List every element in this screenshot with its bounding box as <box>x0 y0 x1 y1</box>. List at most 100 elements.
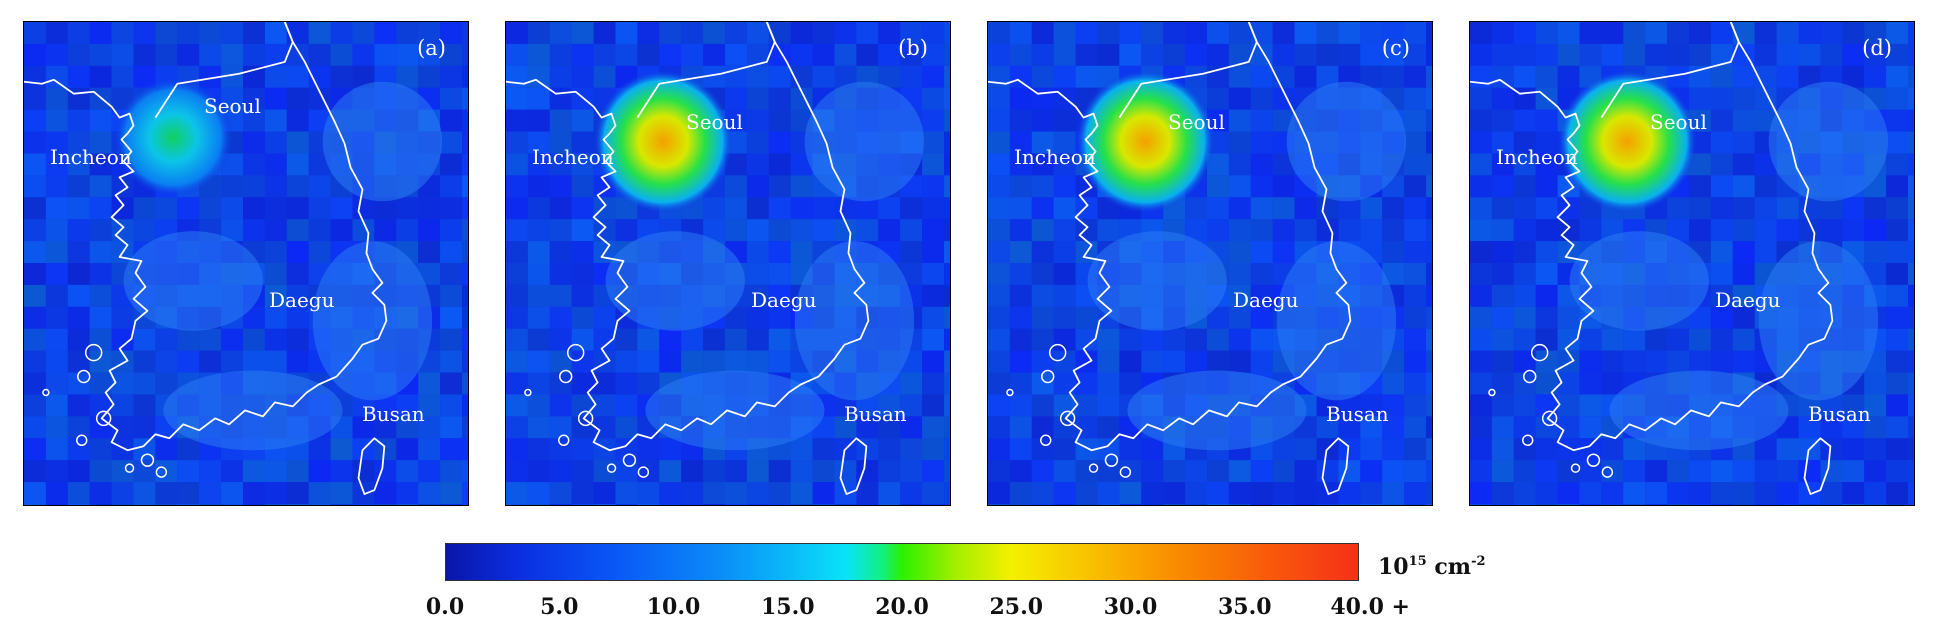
border-line <box>1600 22 1740 119</box>
map-cell <box>1382 263 1405 285</box>
map-cell <box>1535 241 1558 264</box>
map-cell <box>1732 153 1755 176</box>
map-cell <box>177 350 200 373</box>
map-cell <box>878 416 901 439</box>
map-cell <box>1141 504 1164 505</box>
map-cell <box>1491 65 1514 88</box>
map-cell <box>637 22 660 44</box>
map-cell <box>527 153 550 176</box>
map-cell <box>221 22 244 44</box>
map-cell <box>1732 175 1755 198</box>
map-cell <box>900 438 923 461</box>
map-cell <box>527 131 550 154</box>
map-cell <box>1886 65 1909 88</box>
unit-base: 10 <box>1378 554 1409 580</box>
concentration-area <box>163 370 343 451</box>
city-label-incheon: Incheon <box>532 145 614 169</box>
map-cell <box>1579 482 1602 505</box>
map-cell <box>527 197 550 220</box>
map-cell <box>571 197 594 220</box>
map-cell <box>1908 263 1914 285</box>
map-cell <box>396 65 419 88</box>
map-cell <box>1470 197 1492 220</box>
map-cell <box>681 460 704 483</box>
map-cell <box>922 175 945 198</box>
island-outline <box>622 453 637 467</box>
map-cell <box>1360 438 1383 461</box>
border-line <box>636 22 776 119</box>
map-cell <box>1426 109 1432 132</box>
map-cell <box>1689 175 1711 198</box>
map-cell <box>286 328 309 351</box>
map-cell <box>199 504 222 505</box>
map-cell <box>1404 438 1427 461</box>
map-cell <box>681 350 704 373</box>
map-cell <box>67 241 90 264</box>
map-cell <box>24 197 46 220</box>
unit-exponent: 15 <box>1408 554 1427 569</box>
map-cell <box>1119 482 1142 505</box>
map-cell <box>462 328 468 351</box>
map-cell <box>506 131 528 154</box>
map-cell <box>790 22 813 44</box>
map-cell <box>746 263 769 285</box>
map-cell <box>527 43 550 66</box>
map-cell <box>243 482 265 505</box>
map-cell <box>703 504 726 505</box>
map-cell <box>1667 22 1690 44</box>
map-cell <box>856 197 879 220</box>
map-cell <box>1294 22 1317 44</box>
coastline <box>988 22 1352 452</box>
map-cell <box>615 394 638 417</box>
map-cell <box>1601 504 1624 505</box>
map-cell <box>1228 65 1251 88</box>
map-cell <box>1623 22 1646 44</box>
map-cell <box>440 328 463 351</box>
map-cell <box>1470 175 1492 198</box>
map-cell <box>1141 328 1164 351</box>
map-cell <box>593 372 616 395</box>
map-cell <box>900 219 923 242</box>
map-cell <box>308 504 331 505</box>
map-cell <box>812 43 835 66</box>
map-cell <box>352 43 375 66</box>
map-cell <box>89 482 112 505</box>
map-cell <box>1470 284 1492 307</box>
island-outline <box>1088 463 1099 473</box>
map-cell <box>1075 372 1098 395</box>
map-cell <box>1250 460 1273 483</box>
map-cell <box>637 328 660 351</box>
map-cell <box>1491 416 1514 439</box>
map-cell <box>1250 153 1273 176</box>
map-cell <box>812 438 835 461</box>
map-cell <box>1250 504 1273 505</box>
unit-exponent-2: -2 <box>1471 554 1486 569</box>
map-cell <box>988 438 1010 461</box>
map-cell <box>1754 438 1777 461</box>
map-cell <box>527 241 550 264</box>
map-cell <box>1798 65 1821 88</box>
island-outline <box>1119 466 1132 478</box>
map-cell <box>1886 219 1909 242</box>
map-cell <box>637 438 660 461</box>
map-cell <box>768 350 791 373</box>
map-cell <box>1316 416 1339 439</box>
map-cell <box>24 284 46 307</box>
map-cell <box>45 65 68 88</box>
map-cell <box>571 460 594 483</box>
island-outline <box>1523 369 1537 384</box>
map-cell <box>1710 219 1733 242</box>
map-cell <box>506 153 528 176</box>
map-cell <box>1754 197 1777 220</box>
map-cell <box>681 328 704 351</box>
map-cell <box>264 460 287 483</box>
map-cell <box>1513 65 1536 88</box>
map-cell <box>856 43 879 66</box>
map-cell <box>549 263 572 285</box>
map-cell <box>944 22 950 44</box>
concentration-area <box>645 370 825 451</box>
colorbar-tick-label: 40.0 + <box>1330 594 1410 620</box>
map-cell <box>615 219 638 242</box>
map-cell <box>308 460 331 483</box>
map-cell <box>549 65 572 88</box>
